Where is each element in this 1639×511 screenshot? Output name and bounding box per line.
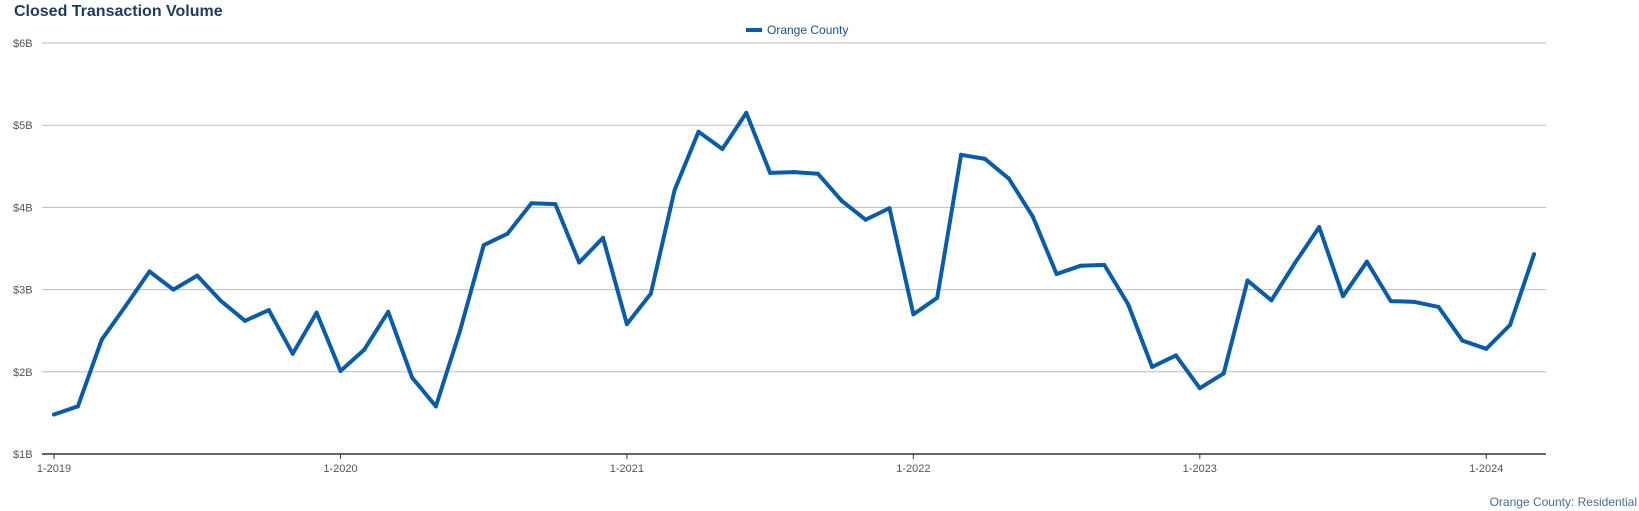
- data-point[interactable]: [982, 156, 987, 161]
- data-point[interactable]: [171, 287, 176, 292]
- data-point[interactable]: [1173, 353, 1178, 358]
- y-tick-label: $6B: [13, 38, 33, 50]
- x-tick-label: 1-2023: [1183, 463, 1217, 475]
- data-point[interactable]: [1293, 260, 1298, 265]
- x-tick-label: 1-2024: [1469, 463, 1503, 475]
- data-point[interactable]: [338, 368, 343, 373]
- data-point[interactable]: [887, 206, 892, 211]
- data-point[interactable]: [911, 312, 916, 317]
- data-point[interactable]: [481, 243, 486, 248]
- y-tick-label: $1B: [13, 449, 33, 461]
- data-point[interactable]: [1341, 294, 1346, 299]
- x-tick-label: 1-2022: [896, 463, 930, 475]
- data-point[interactable]: [505, 231, 510, 236]
- data-point[interactable]: [147, 269, 152, 274]
- x-tick-label: 1-2019: [37, 463, 71, 475]
- data-point[interactable]: [266, 308, 271, 313]
- data-point[interactable]: [123, 304, 128, 309]
- data-point[interactable]: [1078, 263, 1083, 268]
- data-point[interactable]: [768, 170, 773, 175]
- data-point[interactable]: [314, 310, 319, 315]
- data-point[interactable]: [1221, 371, 1226, 376]
- y-tick-label: $2B: [13, 367, 33, 379]
- data-point[interactable]: [720, 147, 725, 152]
- data-point[interactable]: [624, 322, 629, 327]
- data-point[interactable]: [815, 171, 820, 176]
- data-point[interactable]: [935, 295, 940, 300]
- data-point[interactable]: [1460, 338, 1465, 343]
- grid-lines: [42, 42, 1546, 455]
- series-layer: [52, 110, 1536, 417]
- y-tick-label: $4B: [13, 202, 33, 214]
- data-point[interactable]: [242, 318, 247, 323]
- data-point[interactable]: [577, 260, 582, 265]
- data-point[interactable]: [433, 404, 438, 409]
- data-point[interactable]: [52, 412, 56, 417]
- data-point[interactable]: [1030, 214, 1035, 219]
- data-point[interactable]: [1197, 386, 1202, 391]
- data-point[interactable]: [1364, 259, 1369, 264]
- data-point[interactable]: [1436, 304, 1441, 309]
- data-point[interactable]: [1150, 364, 1155, 369]
- data-point[interactable]: [457, 329, 462, 334]
- footer-note: Orange County: Residential: [1489, 495, 1637, 509]
- data-point[interactable]: [219, 299, 224, 304]
- y-tick-label: $5B: [13, 120, 33, 132]
- data-point[interactable]: [1317, 225, 1322, 230]
- data-point[interactable]: [863, 217, 868, 222]
- x-tick-label: 1-2021: [610, 463, 644, 475]
- legend-label: Orange County: [767, 23, 849, 37]
- data-point[interactable]: [1245, 278, 1250, 283]
- legend[interactable]: Orange County: [746, 23, 848, 37]
- data-point[interactable]: [410, 375, 415, 380]
- y-tick-label: $3B: [13, 285, 33, 297]
- data-point[interactable]: [1102, 262, 1107, 267]
- data-point[interactable]: [195, 273, 200, 278]
- data-point[interactable]: [553, 202, 558, 207]
- data-point[interactable]: [959, 152, 964, 157]
- data-point[interactable]: [1054, 271, 1059, 276]
- data-point[interactable]: [529, 201, 534, 206]
- data-point[interactable]: [1484, 346, 1489, 351]
- data-point[interactable]: [696, 129, 701, 134]
- data-point[interactable]: [839, 198, 844, 203]
- data-point[interactable]: [1126, 302, 1131, 307]
- data-point[interactable]: [75, 404, 80, 409]
- data-point[interactable]: [1388, 299, 1393, 304]
- data-point[interactable]: [1532, 252, 1536, 257]
- x-axis-ticks: 1-2019 1-2020 1-2021 1-2022 1-2023 1-2024: [37, 454, 1503, 475]
- data-point[interactable]: [648, 291, 653, 296]
- data-point[interactable]: [601, 235, 606, 240]
- series-line-orange-county[interactable]: [52, 110, 1536, 417]
- chart-title: Closed Transaction Volume: [14, 3, 223, 20]
- data-point[interactable]: [290, 351, 295, 356]
- data-point[interactable]: [1006, 176, 1011, 181]
- data-point[interactable]: [1412, 299, 1417, 304]
- data-point[interactable]: [99, 337, 104, 342]
- data-point[interactable]: [1508, 322, 1513, 327]
- data-point[interactable]: [672, 188, 677, 193]
- legend-swatch: [746, 28, 762, 32]
- data-point[interactable]: [744, 110, 749, 115]
- y-axis-ticks: $1B $2B $3B $4B $5B $6B: [13, 38, 33, 461]
- data-point[interactable]: [792, 170, 796, 175]
- data-point[interactable]: [386, 309, 391, 314]
- x-tick-label: 1-2020: [323, 463, 357, 475]
- data-point[interactable]: [1269, 298, 1274, 303]
- data-point[interactable]: [362, 347, 367, 352]
